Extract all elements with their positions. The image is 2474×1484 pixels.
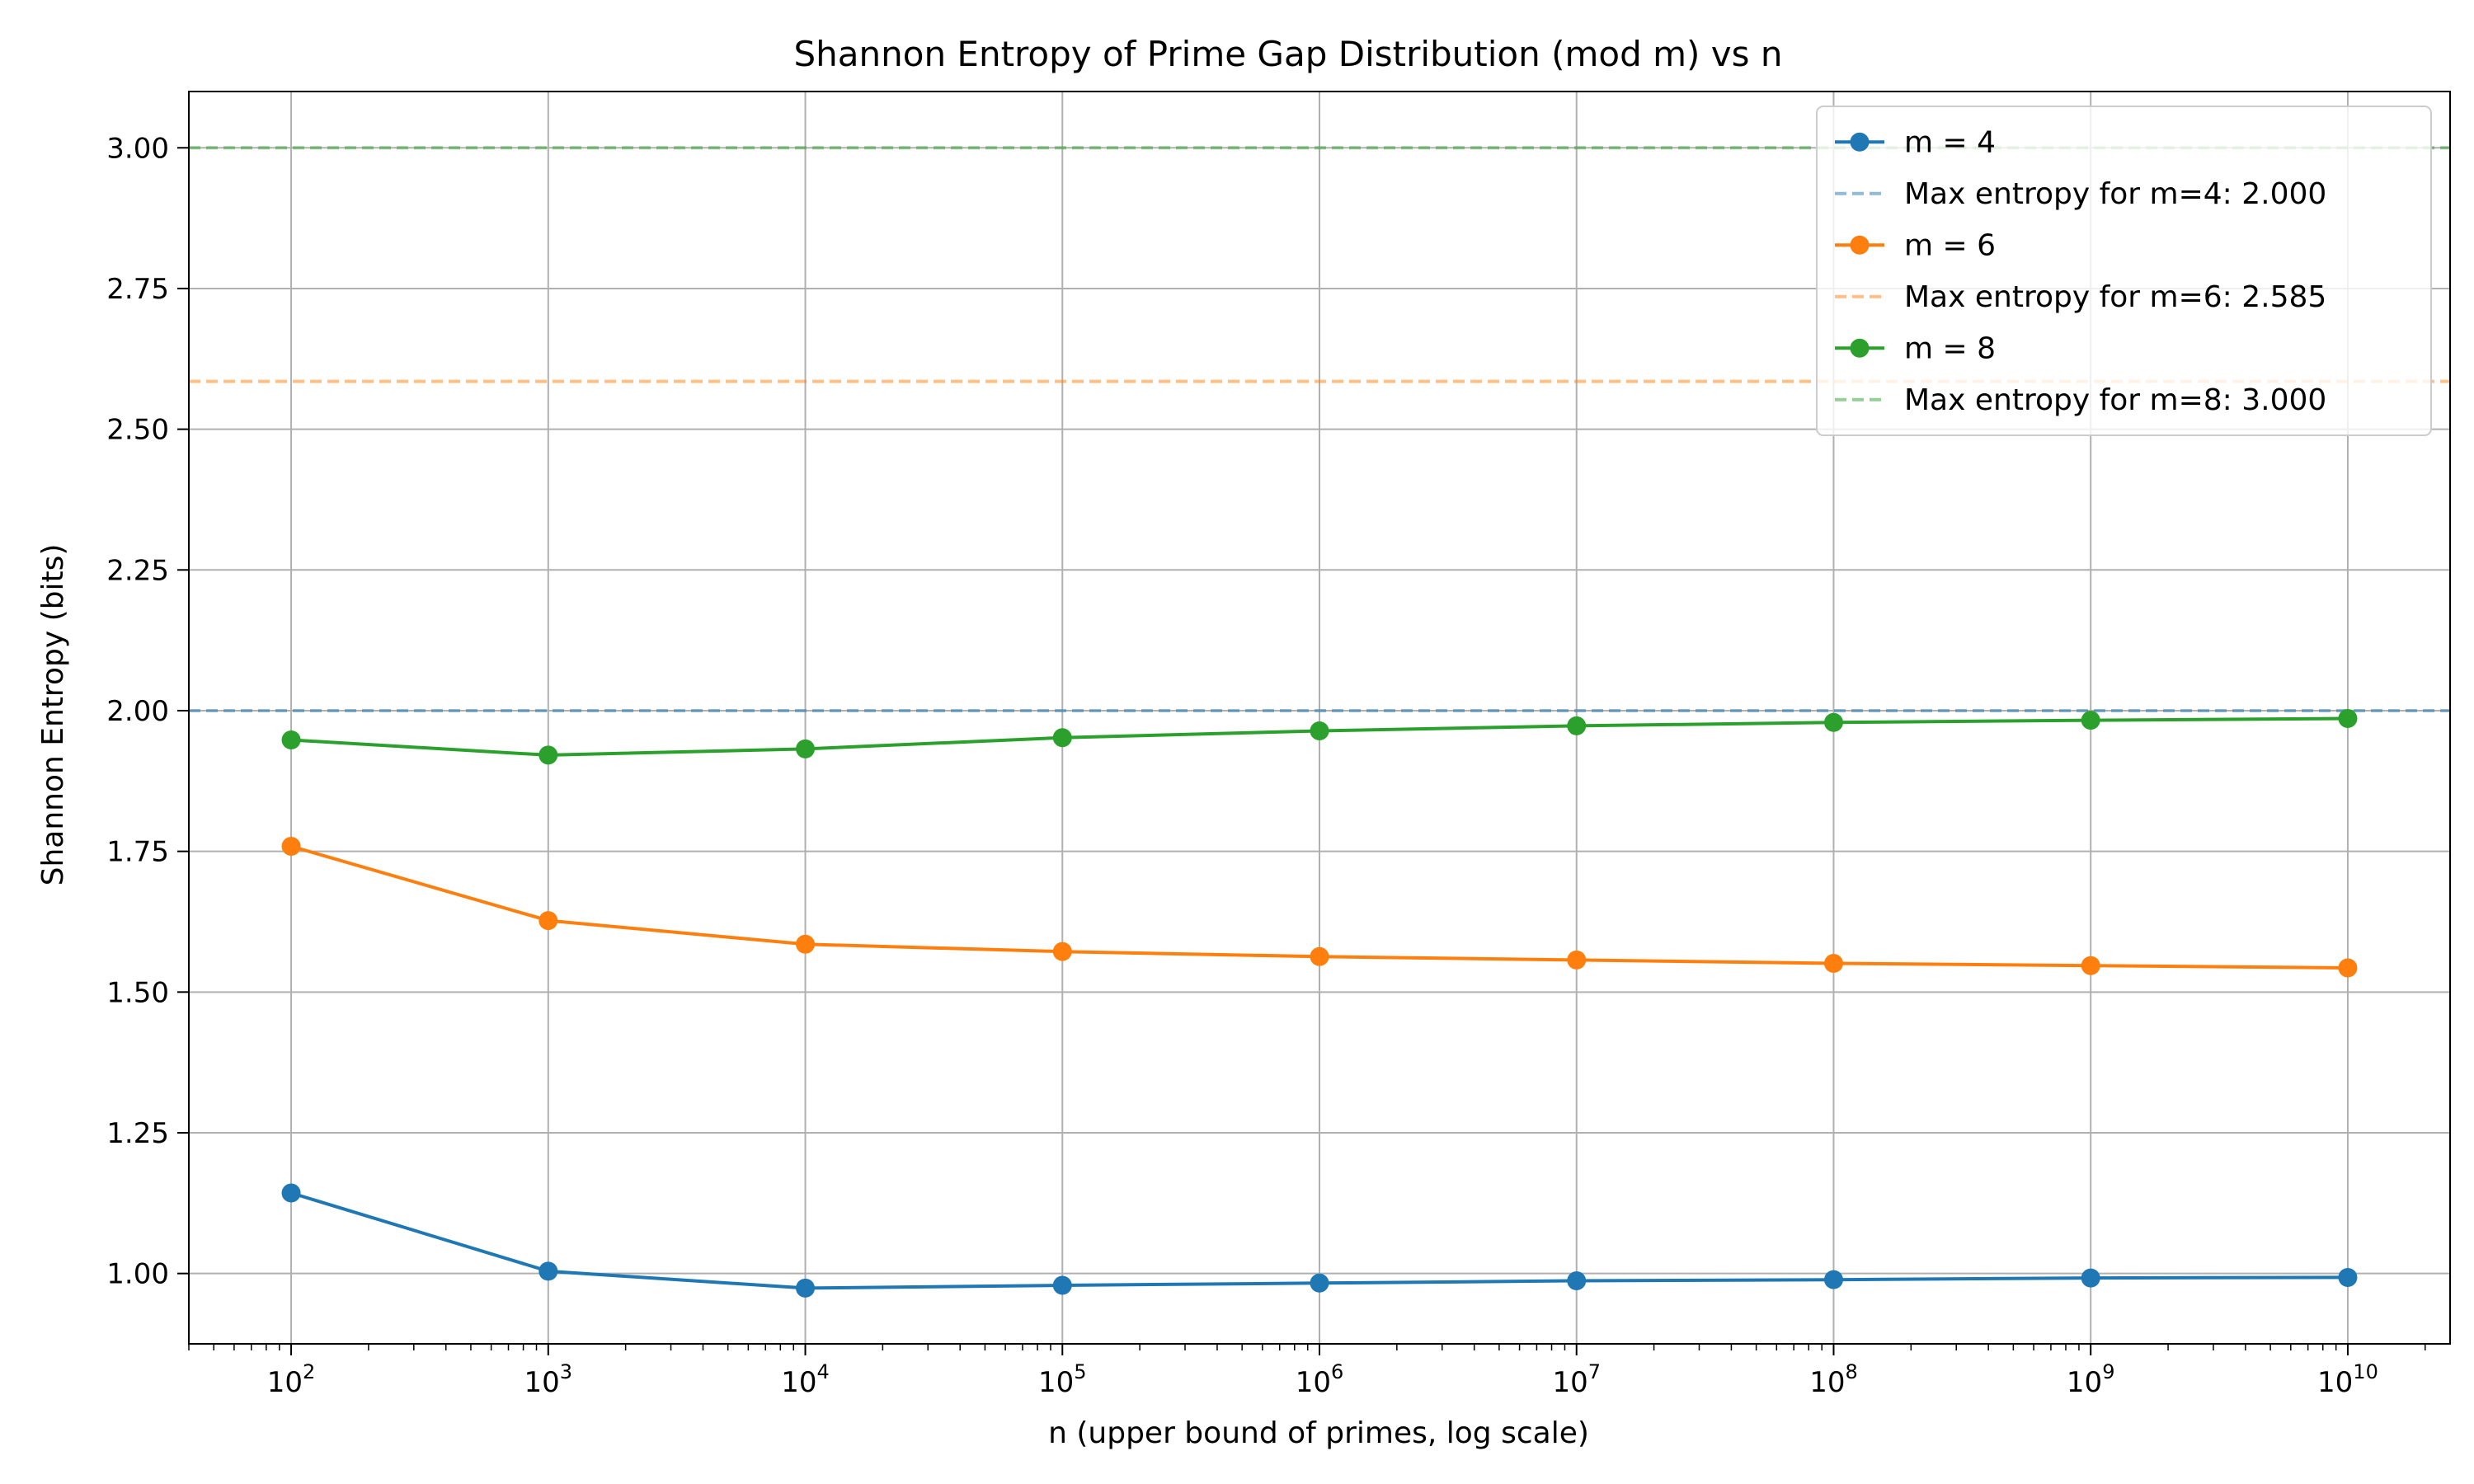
data-point bbox=[1823, 1270, 1843, 1289]
legend-entry-label: m = 8 bbox=[1904, 331, 1996, 365]
data-point bbox=[796, 1278, 816, 1298]
data-point bbox=[539, 911, 558, 931]
data-point bbox=[796, 934, 816, 954]
data-point bbox=[2081, 1268, 2100, 1288]
legend-marker bbox=[1850, 132, 1870, 152]
y-tick-label: 1.50 bbox=[106, 976, 169, 1009]
y-tick-label: 1.25 bbox=[106, 1117, 169, 1150]
y-tick-label: 1.75 bbox=[106, 836, 169, 869]
x-tick-base: 10 bbox=[524, 1366, 560, 1399]
data-point bbox=[2338, 709, 2358, 729]
data-point bbox=[281, 836, 301, 856]
data-point bbox=[1052, 1275, 1072, 1295]
x-axis-label: n (upper bound of primes, log scale) bbox=[1048, 1416, 1589, 1450]
legend-entry-label: Max entropy for m=4: 2.000 bbox=[1904, 177, 2326, 211]
x-tick-label: 108 bbox=[1809, 1360, 1858, 1399]
x-tick-label: 107 bbox=[1552, 1360, 1601, 1399]
x-tick-exponent: 8 bbox=[1845, 1360, 1857, 1383]
x-tick-base: 10 bbox=[1296, 1366, 1331, 1399]
x-tick-base: 10 bbox=[2067, 1366, 2102, 1399]
y-tick-label: 2.50 bbox=[106, 414, 169, 447]
legend-marker bbox=[1850, 338, 1870, 358]
legend: m = 4 Max entropy for m=4: 2.000 m = 6 Max … bbox=[1816, 106, 2432, 436]
data-point bbox=[281, 730, 301, 749]
x-tick-base: 10 bbox=[781, 1366, 816, 1399]
legend-entry-label: m = 6 bbox=[1904, 228, 1996, 262]
data-point bbox=[1567, 716, 1587, 735]
x-tick-label: 105 bbox=[1038, 1360, 1087, 1399]
x-tick-exponent: 3 bbox=[560, 1360, 572, 1383]
legend-entry-label: Max entropy for m=6: 2.585 bbox=[1904, 280, 2326, 314]
data-point bbox=[1823, 953, 1843, 973]
data-point bbox=[2081, 711, 2100, 730]
data-point bbox=[2338, 958, 2358, 978]
y-tick-label: 1.00 bbox=[106, 1258, 169, 1291]
x-tick-label: 104 bbox=[781, 1360, 830, 1399]
x-tick-base: 10 bbox=[2317, 1366, 2353, 1399]
data-point bbox=[1052, 728, 1072, 748]
data-point bbox=[1567, 1271, 1587, 1291]
data-point bbox=[539, 1261, 558, 1281]
x-tick-base: 10 bbox=[1552, 1366, 1587, 1399]
y-tick-label: 2.25 bbox=[106, 554, 169, 587]
y-tick-label: 2.75 bbox=[106, 273, 169, 306]
x-tick-base: 10 bbox=[1809, 1366, 1845, 1399]
x-axis-ticks: 102 103 104 105 106 107 108 109 1010 bbox=[188, 1344, 2426, 1399]
chart-title: Shannon Entropy of Prime Gap Distributio… bbox=[794, 34, 1783, 74]
x-tick-base: 10 bbox=[267, 1366, 303, 1399]
x-tick-exponent: 10 bbox=[2353, 1360, 2378, 1383]
series-lines bbox=[281, 709, 2358, 1298]
data-point bbox=[1823, 712, 1843, 732]
data-point bbox=[1567, 950, 1587, 970]
data-point bbox=[2081, 956, 2100, 975]
x-tick-label: 103 bbox=[524, 1360, 573, 1399]
data-point bbox=[1310, 721, 1329, 741]
data-point bbox=[2338, 1267, 2358, 1287]
legend-entry-label: m = 4 bbox=[1904, 125, 1996, 159]
data-point bbox=[1310, 946, 1329, 966]
legend-marker bbox=[1850, 235, 1870, 255]
y-tick-label: 2.00 bbox=[106, 695, 169, 728]
legend-box bbox=[1816, 106, 2432, 436]
x-tick-label: 109 bbox=[2067, 1360, 2115, 1399]
x-tick-label: 106 bbox=[1296, 1360, 1344, 1399]
data-point bbox=[281, 1183, 301, 1203]
reference-lines bbox=[189, 146, 2450, 712]
x-tick-exponent: 5 bbox=[1074, 1360, 1086, 1383]
x-tick-label: 102 bbox=[267, 1360, 316, 1399]
data-point bbox=[539, 745, 558, 765]
data-point bbox=[1052, 942, 1072, 961]
x-tick-exponent: 4 bbox=[817, 1360, 830, 1383]
y-axis-ticks: 1.00 1.25 1.50 1.75 2.00 2.25 2.50 2.75 3.00 bbox=[106, 132, 189, 1291]
x-tick-label: 1010 bbox=[2317, 1360, 2378, 1399]
x-tick-exponent: 7 bbox=[1588, 1360, 1601, 1383]
data-point bbox=[1310, 1273, 1329, 1293]
legend-entry-label: Max entropy for m=8: 3.000 bbox=[1904, 383, 2326, 417]
x-tick-base: 10 bbox=[1038, 1366, 1074, 1399]
x-tick-exponent: 6 bbox=[1331, 1360, 1343, 1383]
y-tick-label: 3.00 bbox=[106, 132, 169, 165]
x-tick-exponent: 2 bbox=[303, 1360, 315, 1383]
x-tick-exponent: 9 bbox=[2102, 1360, 2114, 1383]
y-axis-label: Shannon Entropy (bits) bbox=[36, 544, 70, 886]
data-point bbox=[796, 739, 816, 758]
